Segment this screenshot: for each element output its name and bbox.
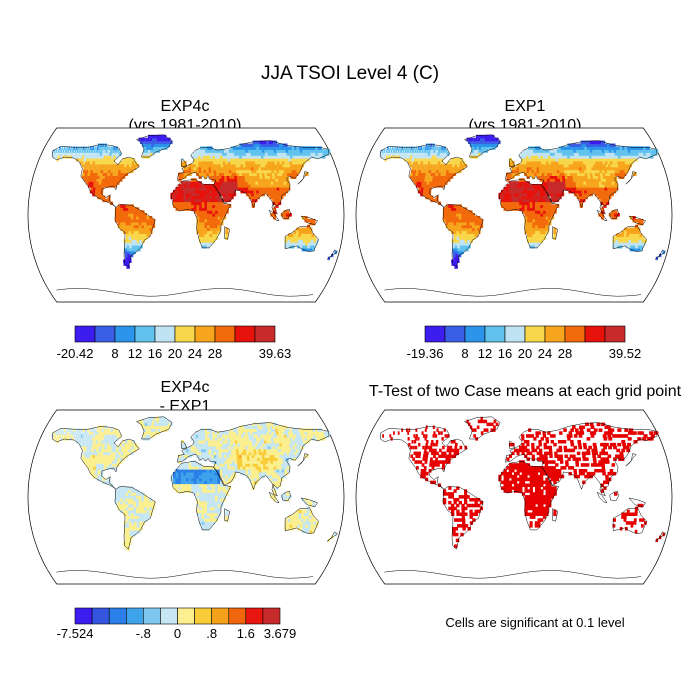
colorbar-swatch — [211, 607, 230, 625]
significance-note: Cells are significant at 0.1 level — [445, 615, 625, 630]
colorbar-swatch — [74, 607, 93, 625]
colorbar-tick-label: 0 — [174, 626, 181, 641]
colorbar-swatch — [524, 325, 546, 343]
colorbar-swatch — [143, 607, 161, 625]
colorbar-tick-label: 16 — [498, 346, 512, 361]
colorbar-tick-label: 24 — [188, 346, 202, 361]
colorbar-max-label: 39.63 — [259, 346, 292, 361]
colorbar-exp1: -19.36 39.52 8 12 16 20 24 28 — [407, 325, 642, 361]
colorbar-swatch — [484, 325, 506, 343]
colorbar-swatch — [154, 325, 176, 343]
colorbar-max-label: 3.679 — [264, 626, 297, 641]
colorbar-tick-label: 12 — [478, 346, 492, 361]
colorbar-tick-label: 28 — [558, 346, 572, 361]
map-panel-ttest — [355, 409, 673, 585]
panel-title-ttest: T-Test of two Case means at each grid po… — [368, 383, 682, 400]
colorbar-swatch — [544, 325, 566, 343]
colorbar-tick-label: 8 — [111, 346, 118, 361]
panel-title-diff-line1: EXP4c — [160, 379, 210, 396]
colorbar-swatch — [177, 607, 195, 625]
colorbar-swatch — [424, 325, 446, 343]
colorbar-tick-label: 20 — [168, 346, 182, 361]
colorbar-swatch — [108, 607, 127, 625]
colorbar-swatch — [444, 325, 466, 343]
colorbar-tick-label: 1.6 — [237, 626, 255, 641]
colorbar-swatch — [94, 325, 116, 343]
colorbar-tick-label: 28 — [208, 346, 222, 361]
coastlines — [51, 416, 339, 579]
colorbar-swatch — [74, 325, 96, 343]
map-panel-difference — [27, 409, 345, 585]
colorbar-tick-label: 16 — [148, 346, 162, 361]
map-cells — [379, 134, 665, 269]
colorbar-tick-label: .8 — [206, 626, 217, 641]
colorbar-min-label: -7.524 — [57, 626, 94, 641]
colorbar-swatch — [126, 607, 144, 625]
colorbar-exp4c: -20.42 39.63 8 12 16 20 24 28 — [57, 325, 292, 361]
colorbar-swatch — [262, 607, 281, 625]
colorbar-swatch — [245, 607, 264, 625]
colorbar-max-label: 39.52 — [609, 346, 642, 361]
map-panel-exp4c — [27, 127, 345, 303]
colorbar-tick-label: 24 — [538, 346, 552, 361]
colorbar-swatch — [134, 325, 156, 343]
colorbar-difference: -7.524 3.679 -.8 0 .8 1.6 — [57, 607, 297, 641]
colorbar-swatch — [228, 607, 247, 625]
map-cells — [51, 416, 337, 551]
panel-title-exp1-line1: EXP1 — [504, 98, 546, 115]
colorbar-tick-label: 20 — [518, 346, 532, 361]
colorbar-swatch — [504, 325, 526, 343]
colorbar-swatch — [194, 325, 216, 343]
colorbar-swatch — [174, 325, 196, 343]
panel-title-exp4c-line1: EXP4c — [160, 98, 210, 115]
colorbar-swatch — [194, 607, 213, 625]
colorbar-swatch — [464, 325, 486, 343]
coastlines — [51, 134, 339, 297]
colorbar-tick-label: 8 — [461, 346, 468, 361]
colorbar-min-label: -19.36 — [407, 346, 444, 361]
colorbar-swatch — [584, 325, 606, 343]
figure-title: JJA TSOI Level 4 (C) — [260, 63, 440, 84]
colorbar-swatch — [160, 607, 178, 625]
colorbar-swatch — [114, 325, 136, 343]
colorbar-swatch — [214, 325, 236, 343]
colorbar-swatch — [234, 325, 256, 343]
colorbar-swatch — [564, 325, 586, 343]
colorbar-tick-label: 12 — [128, 346, 142, 361]
coastlines — [379, 416, 667, 579]
colorbar-swatch — [254, 325, 276, 343]
colorbar-min-label: -20.42 — [57, 346, 94, 361]
colorbar-swatch — [604, 325, 626, 343]
colorbar-swatch — [91, 607, 110, 625]
map-panel-exp1 — [355, 127, 673, 303]
colorbar-tick-label: -.8 — [136, 626, 151, 641]
coastlines — [379, 134, 667, 297]
